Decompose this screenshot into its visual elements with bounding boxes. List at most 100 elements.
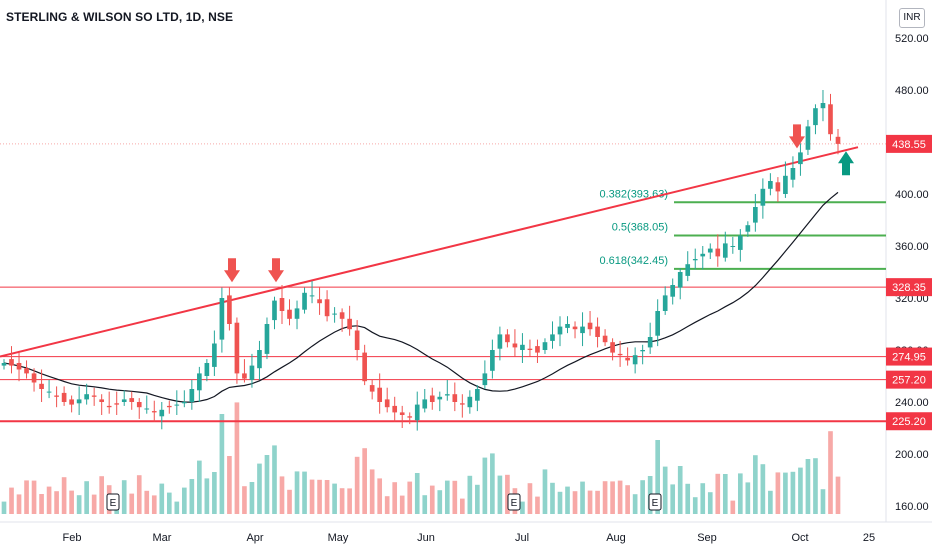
volume-bar xyxy=(181,487,187,514)
volume-bar xyxy=(835,476,841,514)
candle-body xyxy=(249,365,255,380)
candle-body xyxy=(384,399,390,408)
candle-body xyxy=(632,355,638,365)
candle-body xyxy=(332,313,337,315)
candle-body xyxy=(610,342,615,353)
candle-body xyxy=(737,235,743,250)
candle-body xyxy=(54,395,59,397)
volume-bar xyxy=(399,495,405,514)
candle-body xyxy=(197,373,202,391)
candle-body xyxy=(136,402,142,408)
volume-bar xyxy=(272,445,277,514)
volume-bar xyxy=(745,482,751,514)
volume-bar xyxy=(9,487,14,514)
x-tick-label: Jul xyxy=(515,532,529,544)
candle-body xyxy=(760,188,766,206)
earnings-marker-icon[interactable] xyxy=(648,493,662,511)
y-tick-label: 400.00 xyxy=(895,189,929,201)
price-label-badge xyxy=(886,347,932,366)
candle-body xyxy=(452,394,458,402)
down-arrow-icon xyxy=(268,258,284,283)
volume-bar xyxy=(798,467,803,514)
price-label-text: 438.55 xyxy=(892,139,926,151)
volume-bar xyxy=(84,481,89,514)
volume-bar xyxy=(610,481,615,514)
volume-bar xyxy=(339,488,345,514)
candle-body xyxy=(798,152,803,165)
volume-bar xyxy=(617,480,623,514)
candle-body xyxy=(114,403,120,405)
candle-body xyxy=(309,295,315,297)
volume-bar xyxy=(159,483,165,514)
candle-body xyxy=(535,346,540,353)
price-label-badge xyxy=(886,412,932,431)
volume-bar xyxy=(1,501,7,514)
volume-bar xyxy=(685,483,691,514)
candle-body xyxy=(429,395,435,402)
candle-body xyxy=(602,335,608,343)
y-tick-label: 240.00 xyxy=(895,397,929,409)
volume-bar xyxy=(422,495,428,514)
volume-bar xyxy=(61,477,67,514)
candle-body xyxy=(144,408,150,410)
candle-body xyxy=(828,104,833,135)
y-tick-label: 200.00 xyxy=(895,449,929,461)
volume-bar xyxy=(429,485,435,514)
earnings-marker-icon[interactable] xyxy=(106,493,120,511)
volume-bar xyxy=(151,495,157,514)
candle-body xyxy=(69,399,74,405)
x-tick-label: Feb xyxy=(63,532,82,544)
volume-bar xyxy=(722,474,728,514)
candle-body xyxy=(542,342,548,350)
candle-body xyxy=(617,353,623,356)
candle-body xyxy=(227,295,232,324)
earnings-marker-label: E xyxy=(511,498,518,509)
volume-bar xyxy=(437,490,443,514)
currency-button[interactable]: INR xyxy=(899,8,925,28)
candle-body xyxy=(234,322,240,374)
volume-bar xyxy=(760,464,766,514)
volume-bar xyxy=(662,466,668,514)
y-tick-label: 480.00 xyxy=(895,85,929,97)
candle-body xyxy=(580,326,585,334)
candle-body xyxy=(317,299,322,304)
candle-body xyxy=(790,168,796,180)
candle-body xyxy=(287,309,292,319)
candle-body xyxy=(482,373,488,386)
candle-body xyxy=(24,368,29,374)
candle-body xyxy=(595,326,600,337)
candle-body xyxy=(745,225,751,232)
volume-bar xyxy=(174,501,180,514)
volume-bar xyxy=(264,455,270,514)
volume-bar xyxy=(527,483,533,514)
volume-bar xyxy=(332,483,337,514)
candle-body xyxy=(9,359,14,366)
candle-body xyxy=(362,352,367,382)
volume-bar xyxy=(204,478,210,514)
candle-body xyxy=(707,248,713,253)
price-label-text: 225.20 xyxy=(892,416,926,428)
volume-bar xyxy=(700,483,706,514)
candle-body xyxy=(377,387,383,402)
candle-body xyxy=(212,343,217,367)
candle-body xyxy=(257,350,262,369)
volume-bar xyxy=(384,496,390,514)
earnings-marker-icon[interactable] xyxy=(507,493,521,511)
volume-bar xyxy=(753,455,758,514)
volume-bar xyxy=(820,489,826,514)
candle-body xyxy=(565,324,570,328)
volume-bar xyxy=(444,480,450,514)
candle-body xyxy=(459,403,465,405)
candle-body xyxy=(490,350,495,371)
volume-bar xyxy=(317,479,322,514)
candle-body xyxy=(572,326,578,330)
candle-body xyxy=(722,243,728,258)
candle-body xyxy=(835,136,841,144)
x-tick-label: Jun xyxy=(417,532,435,544)
volume-bar xyxy=(775,472,781,514)
price-label-text: 328.35 xyxy=(892,282,926,294)
volume-bar xyxy=(414,473,420,514)
volume-bar xyxy=(505,474,510,514)
volume-bar xyxy=(377,478,383,514)
